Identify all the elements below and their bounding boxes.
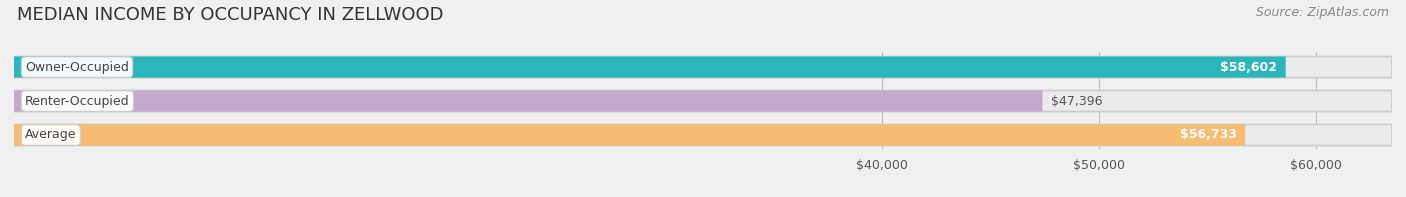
Text: Source: ZipAtlas.com: Source: ZipAtlas.com	[1256, 6, 1389, 19]
Text: MEDIAN INCOME BY OCCUPANCY IN ZELLWOOD: MEDIAN INCOME BY OCCUPANCY IN ZELLWOOD	[17, 6, 443, 24]
Text: Renter-Occupied: Renter-Occupied	[25, 95, 129, 108]
Text: Average: Average	[25, 128, 76, 141]
FancyBboxPatch shape	[14, 125, 1246, 146]
FancyBboxPatch shape	[14, 57, 1285, 78]
Text: $56,733: $56,733	[1180, 128, 1237, 141]
Text: $58,602: $58,602	[1220, 61, 1278, 74]
Text: Owner-Occupied: Owner-Occupied	[25, 61, 129, 74]
FancyBboxPatch shape	[14, 57, 1392, 78]
Text: $47,396: $47,396	[1050, 95, 1102, 108]
FancyBboxPatch shape	[14, 91, 1042, 112]
FancyBboxPatch shape	[14, 91, 1392, 112]
FancyBboxPatch shape	[14, 125, 1392, 146]
